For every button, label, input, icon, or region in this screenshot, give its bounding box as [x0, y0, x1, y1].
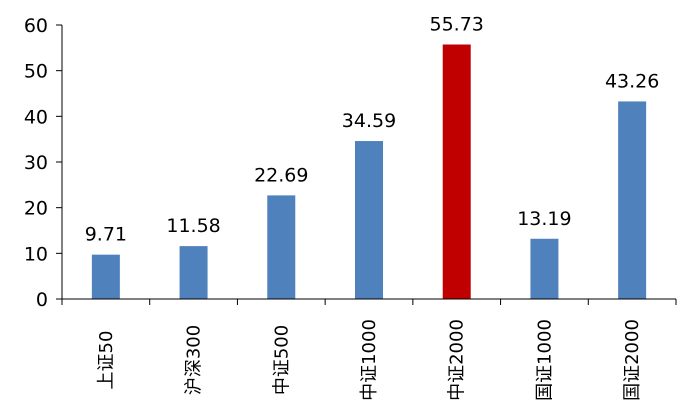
category-label-5: 国证1000: [534, 319, 555, 401]
category-label-1: 沪深300: [184, 325, 205, 395]
data-label-5: 13.19: [517, 208, 571, 230]
bar-0: [91, 254, 120, 299]
bar-2: [267, 195, 296, 299]
category-label-0: 上证50: [96, 331, 117, 390]
data-labels: 9.71 11.58 22.69 34.59 55.73 13.19 43.26: [85, 13, 660, 245]
bars: [91, 44, 647, 300]
y-tick-label: 50: [24, 61, 48, 83]
y-tick-label: 60: [24, 15, 48, 37]
y-axis: 0 10 20 30 40 50 60: [24, 15, 63, 311]
y-tick-label: 10: [24, 243, 48, 265]
y-tick-label: 20: [24, 198, 48, 220]
data-label-0: 9.71: [85, 224, 127, 246]
bar-1: [179, 246, 208, 299]
y-tick-label: 40: [24, 106, 48, 128]
bar-6: [618, 101, 647, 299]
data-label-1: 11.58: [166, 215, 220, 237]
bar-3: [355, 141, 383, 299]
data-label-6: 43.26: [605, 70, 659, 92]
category-label-2: 中证500: [271, 325, 292, 395]
x-axis: 上证50 沪深300 中证500 中证1000 中证2000 国证1000 国证2000: [61, 298, 677, 401]
y-tick-label: 0: [36, 289, 48, 311]
data-label-4: 55.73: [430, 13, 484, 35]
category-label-4: 中证2000: [447, 319, 468, 401]
bar-4: [442, 44, 471, 300]
category-label-6: 国证2000: [622, 319, 643, 401]
data-label-2: 22.69: [254, 164, 308, 186]
category-label-3: 中证1000: [359, 319, 380, 401]
y-tick-label: 30: [24, 152, 48, 174]
data-label-3: 34.59: [342, 110, 396, 132]
bar-5: [530, 238, 559, 299]
